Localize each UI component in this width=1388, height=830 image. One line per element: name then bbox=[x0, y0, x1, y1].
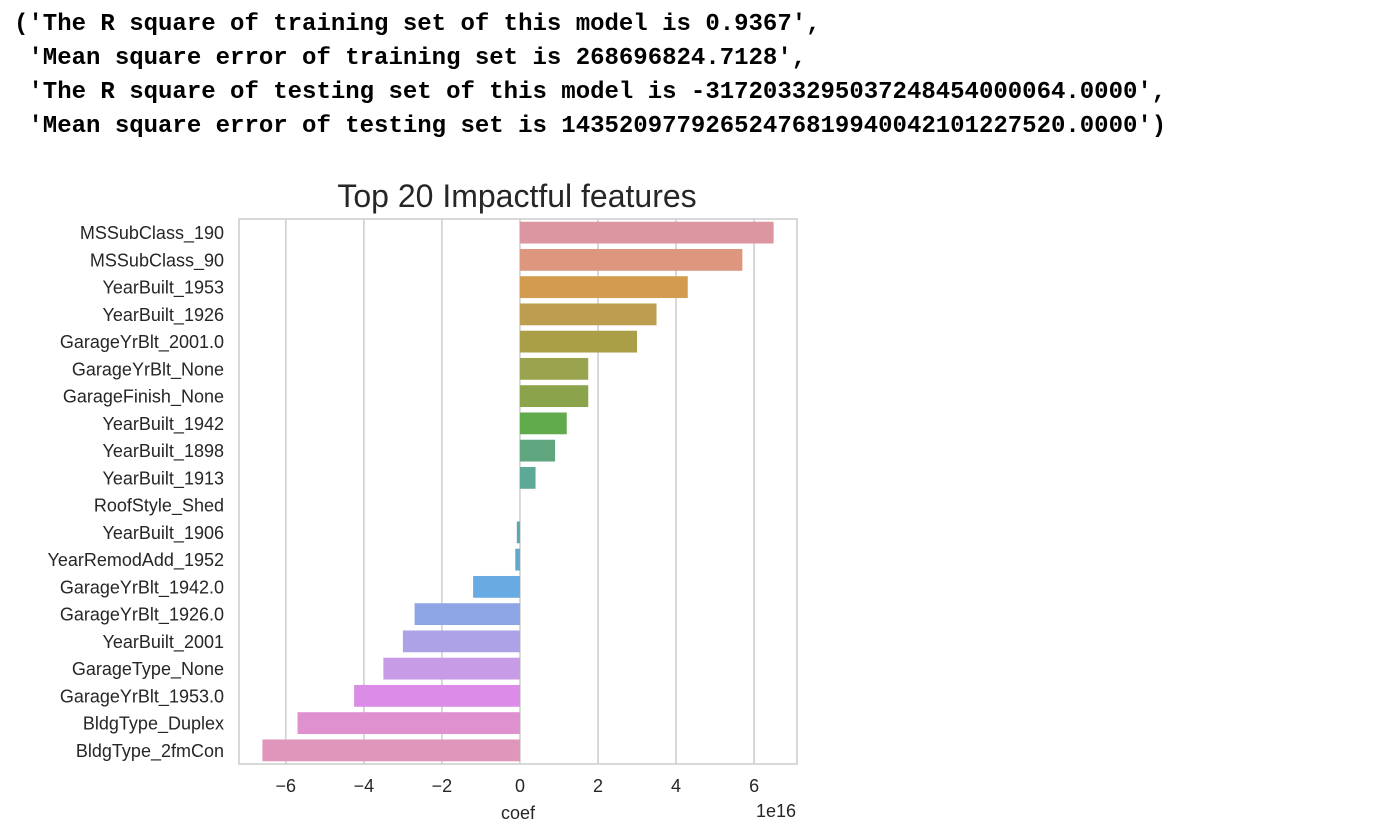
bar-garageyrblt-none bbox=[519, 357, 589, 380]
y-tick-label: GarageYrBlt_1926.0 bbox=[60, 605, 224, 626]
y-tick-label: YearBuilt_1953 bbox=[103, 278, 224, 299]
x-tick-label: 2 bbox=[593, 776, 603, 796]
output-line-2: 'Mean square error of training set is 26… bbox=[14, 45, 807, 72]
y-tick-labels: MSSubClass_190 MSSubClass_90 YearBuilt_195… bbox=[48, 223, 224, 762]
y-tick-label: YearBuilt_1906 bbox=[103, 523, 224, 544]
bar-mssubclass-190 bbox=[519, 221, 774, 244]
x-tick-label: −6 bbox=[276, 776, 297, 796]
output-line-4: 'Mean square error of testing set is 143… bbox=[14, 113, 1167, 140]
y-tick-label: YearBuilt_1926 bbox=[103, 305, 224, 326]
bar-garagetype-none bbox=[383, 657, 520, 680]
y-tick-label: YearBuilt_2001 bbox=[103, 632, 224, 653]
bar-yearbuilt-1913 bbox=[519, 466, 536, 489]
bar-mssubclass-90 bbox=[519, 248, 743, 271]
y-tick-label: GarageYrBlt_None bbox=[72, 359, 224, 380]
x-tick-label: −4 bbox=[354, 776, 375, 796]
x-tick-label: −2 bbox=[432, 776, 453, 796]
axis-offset-text: 1e16 bbox=[756, 801, 796, 821]
x-axis-label: coef bbox=[501, 803, 536, 823]
plot-frame bbox=[238, 218, 798, 765]
output-line-3: 'The R square of testing set of this mod… bbox=[14, 79, 1167, 106]
bar-garageyrblt-1953-0 bbox=[354, 684, 520, 707]
bar-garageyrblt-2001-0 bbox=[519, 330, 638, 353]
bars bbox=[262, 221, 774, 762]
y-tick-label: YearRemodAdd_1952 bbox=[48, 550, 224, 571]
y-tick-label: BldgType_Duplex bbox=[83, 714, 224, 735]
y-tick-label: MSSubClass_90 bbox=[90, 250, 224, 271]
code-output: ('The R square of training set of this m… bbox=[14, 8, 1166, 144]
bar-yearbuilt-1906 bbox=[516, 521, 520, 544]
bar-yearbuilt-2001 bbox=[402, 630, 520, 653]
y-tick-label: GarageYrBlt_1942.0 bbox=[60, 577, 224, 598]
y-tick-label: YearBuilt_1898 bbox=[103, 441, 224, 462]
bar-bldgtype-duplex bbox=[297, 712, 520, 735]
bar-bldgtype-2fmcon bbox=[262, 739, 520, 762]
bar-yearbuilt-1898 bbox=[519, 439, 556, 462]
y-tick-label: GarageYrBlt_2001.0 bbox=[60, 332, 224, 353]
x-tick-label: 6 bbox=[749, 776, 759, 796]
y-tick-label: GarageType_None bbox=[72, 659, 224, 680]
x-tick-label: 4 bbox=[671, 776, 681, 796]
bar-yearbuilt-1926 bbox=[519, 303, 657, 326]
x-tick-label: 0 bbox=[515, 776, 525, 796]
x-tick-labels: −6 −4 −2 0 2 4 6 bbox=[276, 776, 760, 796]
y-tick-label: GarageYrBlt_1953.0 bbox=[60, 686, 224, 707]
chart-title: Top 20 Impactful features bbox=[337, 178, 696, 214]
y-tick-label: BldgType_2fmCon bbox=[76, 741, 224, 762]
bar-yearremodadd-1952 bbox=[515, 548, 520, 571]
output-line-1: ('The R square of training set of this m… bbox=[14, 11, 821, 38]
y-tick-label: RoofStyle_Shed bbox=[94, 496, 224, 517]
y-tick-label: MSSubClass_190 bbox=[80, 223, 224, 244]
bar-garageyrblt-1926-0 bbox=[414, 603, 520, 626]
grid-lines bbox=[285, 219, 755, 764]
bar-yearbuilt-1942 bbox=[519, 412, 567, 435]
y-tick-label: YearBuilt_1942 bbox=[103, 414, 224, 435]
y-tick-label: GarageFinish_None bbox=[63, 387, 224, 408]
bar-garagefinish-none bbox=[519, 385, 589, 408]
y-tick-label: YearBuilt_1913 bbox=[103, 468, 224, 489]
bar-garageyrblt-1942-0 bbox=[473, 575, 520, 598]
bar-yearbuilt-1953 bbox=[519, 276, 688, 299]
